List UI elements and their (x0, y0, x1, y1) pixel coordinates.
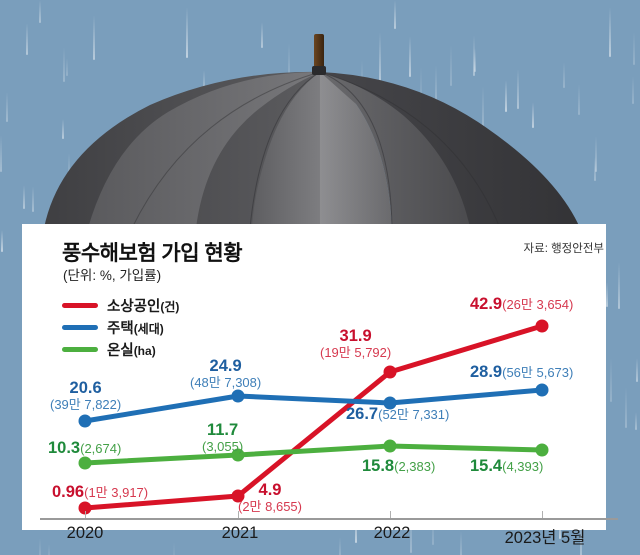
x-axis-line (40, 518, 618, 520)
data-label-red-2022: 31.9 (19만 5,792) (320, 327, 392, 360)
chart-unit-note: (단위: %, 가입률) (63, 268, 162, 283)
data-label-green-2020: 10.3(2,674) (48, 439, 122, 457)
data-label-green-2023: 15.4(4,393) (470, 457, 544, 475)
legend-label-jutaek: 주택(세대) (107, 320, 164, 337)
chart-data-point (535, 319, 549, 333)
page-title: 풍수해보험 가입 현황 (62, 242, 243, 265)
legend-item-sosanggongin: 소상공인(건) (62, 294, 179, 316)
chart-data-point (231, 389, 245, 403)
chart-data-point (383, 365, 397, 379)
x-axis-label-2021: 2021 (221, 524, 259, 542)
x-axis-tick (238, 511, 239, 518)
x-axis-label-2022: 2022 (373, 524, 411, 542)
data-label-blue-2020: 20.6 (39만 7,822) (50, 379, 122, 412)
x-axis-label-2020: 2020 (66, 524, 104, 542)
data-label-red-2021: 4.9 (2만 8,655) (238, 481, 302, 514)
line-swatch-icon (62, 346, 98, 352)
legend-item-jutaek: 주택(세대) (62, 316, 179, 338)
chart-data-point (78, 414, 92, 428)
chart-data-point (383, 396, 397, 410)
chart-data-point (383, 439, 397, 453)
x-axis-tick (390, 511, 391, 518)
line-swatch-icon (62, 324, 98, 330)
legend-label-sosanggongin: 소상공인(건) (107, 298, 180, 315)
x-axis-tick (542, 511, 543, 518)
chart-data-point (78, 456, 92, 470)
chart-card (22, 224, 606, 530)
chart-data-point (535, 443, 549, 457)
data-label-blue-2021: 24.9 (48만 7,308) (190, 357, 262, 390)
chart-data-point (231, 489, 245, 503)
x-axis-tick (85, 511, 86, 518)
chart-data-point (535, 383, 549, 397)
x-axis-label-2023: 2023년 5월 (504, 529, 586, 547)
legend-label-onsil: 온실(ha) (107, 342, 156, 359)
chart-line (82, 443, 545, 466)
data-label-green-2021: 11.7 (3,055) (202, 421, 244, 454)
legend-item-onsil: 온실(ha) (62, 338, 179, 360)
chart-line (82, 323, 545, 511)
data-label-blue-2022: 26.7(52만 7,331) (346, 405, 450, 423)
data-label-red-2020: 0.96(1만 3,917) (52, 483, 149, 501)
chart-data-point (78, 501, 92, 515)
data-label-green-2022: 15.8(2,383) (362, 457, 436, 475)
data-label-red-2023: 42.9(26만 3,654) (470, 295, 574, 313)
chart-legend: 소상공인(건) 주택(세대) 온실(ha) (62, 294, 179, 360)
chart-data-point (231, 448, 245, 462)
data-label-blue-2023: 28.9(56만 5,673) (470, 363, 574, 381)
chart-line (82, 387, 545, 424)
line-swatch-icon (62, 302, 98, 308)
source-attribution: 자료: 행정안전부 (523, 243, 604, 255)
